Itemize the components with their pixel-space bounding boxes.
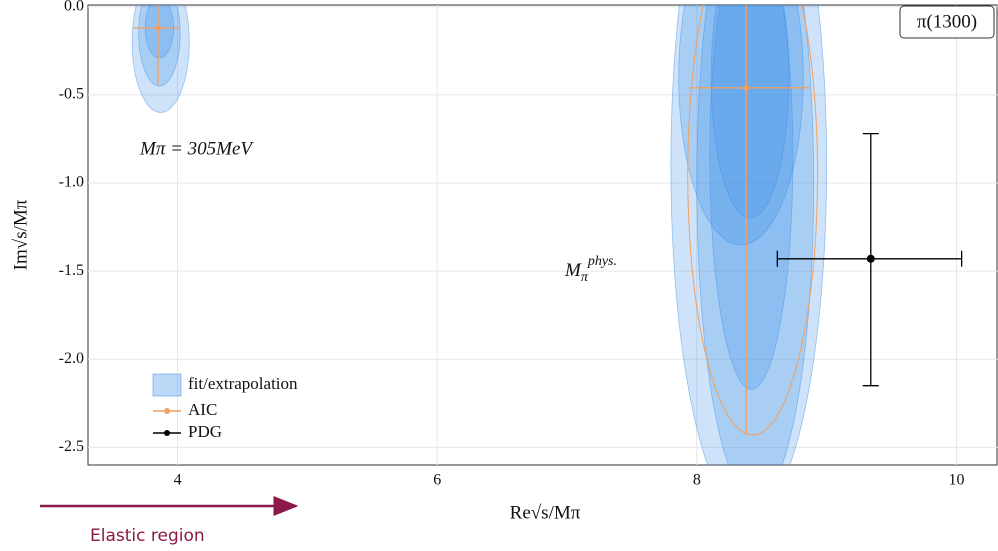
y-tick-label: -1.5	[59, 262, 84, 279]
legend-label: AIC	[188, 400, 217, 419]
state-label: π(1300)	[917, 11, 977, 32]
confidence-region	[138, 5, 181, 87]
x-tick-label: 6	[433, 472, 441, 489]
phys-label: Mπphys.	[564, 254, 617, 285]
x-axis-title: Re√s/Mπ	[510, 502, 581, 523]
phys-sup: phys.	[587, 254, 617, 269]
confidence-region	[131, 5, 190, 113]
y-tick-label: 0.0	[64, 0, 84, 14]
state-box	[899, 5, 995, 39]
confidence-region	[710, 5, 790, 219]
confidence-region	[709, 5, 794, 390]
plot-area	[87, 4, 998, 466]
y-axis-title: Im√s/Mπ	[10, 199, 31, 270]
y-tick-label: -2.5	[59, 438, 84, 455]
x-tick-label: 4	[174, 472, 182, 489]
y-tick-label: -0.5	[59, 86, 84, 103]
legend-dot	[164, 430, 170, 436]
aic-contour	[687, 5, 819, 436]
phys-base: M	[564, 260, 582, 281]
point	[743, 84, 750, 91]
y-tick-label: -2.0	[59, 350, 84, 367]
point	[866, 254, 875, 263]
y-tick-label: -1.0	[59, 174, 84, 191]
point	[155, 24, 162, 31]
legend-label: fit/extrapolation	[188, 374, 298, 393]
legend-dot	[164, 408, 170, 414]
legend-label: PDG	[188, 422, 222, 441]
confidence-region	[678, 5, 804, 246]
confidence-region	[670, 5, 828, 465]
x-tick-label: 8	[693, 472, 701, 489]
footer: Elastic region	[90, 526, 205, 546]
x-tick-label: 10	[948, 472, 964, 489]
confidence-region	[696, 5, 815, 465]
legend-swatch	[152, 373, 182, 397]
annotation: Mπ = 305MeV	[139, 138, 254, 159]
phys-sub: π	[581, 270, 589, 285]
